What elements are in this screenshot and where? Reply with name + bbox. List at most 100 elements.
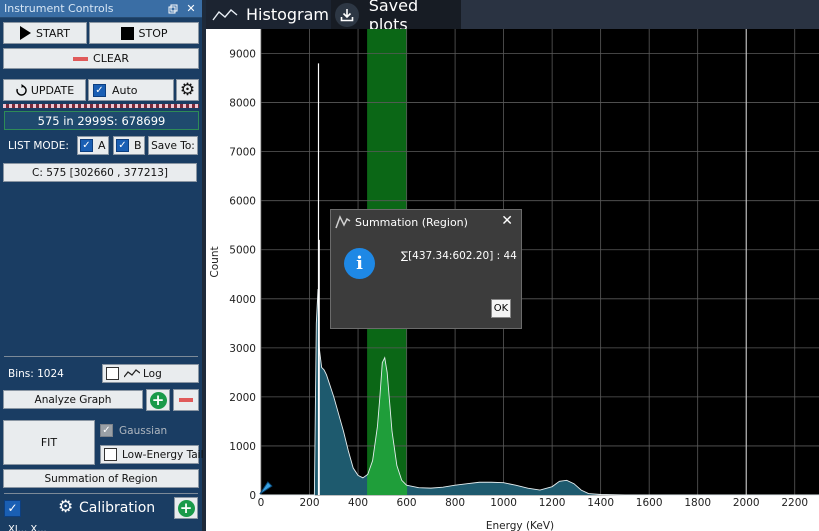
calibration-checkbox[interactable]: ✓ — [4, 500, 21, 517]
y-tick-label: 9000 — [229, 49, 256, 61]
low-energy-check-icon — [104, 448, 117, 461]
analyze-graph-button[interactable]: Analyze Graph — [3, 390, 143, 409]
histogram-line — [261, 288, 819, 496]
divider — [4, 493, 198, 494]
bins-label: Bins: 1024 — [8, 368, 64, 380]
summation-region-button[interactable]: Summation of Region — [3, 469, 199, 488]
list-a-checkbox[interactable]: ✓ A — [77, 136, 109, 155]
stop-button[interactable]: STOP — [89, 22, 199, 44]
y-tick-label: 7000 — [229, 147, 256, 159]
gaussian-check-icon: ✓ — [100, 424, 113, 437]
line-chart-icon — [212, 8, 238, 22]
x-tick-label: 2000 — [733, 497, 760, 509]
panel-title: Instrument Controls — [4, 2, 114, 15]
info-icon: i — [344, 248, 375, 279]
log-chart-icon — [124, 368, 140, 379]
x-tick-label: 1200 — [539, 497, 566, 509]
summation-dialog: Summation (Region) ✕ i ∑[437.34:602.20] … — [330, 209, 522, 329]
y-tick-label: 3000 — [229, 343, 256, 355]
tab-saved-plots-label: Saved plots — [368, 0, 419, 34]
y-tick-label: 0 — [249, 490, 256, 502]
auto-check-icon: ✓ — [93, 83, 106, 97]
clear-button[interactable]: CLEAR — [3, 48, 199, 69]
x-tick-label: 1600 — [636, 497, 663, 509]
gaussian-label: Gaussian — [119, 424, 168, 437]
float-window-icon[interactable] — [166, 2, 180, 16]
y-tick-label: 4000 — [229, 294, 256, 306]
gear-icon: ⚙ — [179, 79, 196, 100]
x-axis-label: Energy (KeV) — [486, 520, 554, 531]
x-tick-label: 2200 — [781, 497, 808, 509]
download-icon — [335, 2, 359, 27]
close-panel-icon[interactable]: ✕ — [186, 2, 196, 15]
remove-region-button[interactable] — [173, 389, 199, 411]
y-axis-label: Count — [209, 246, 221, 277]
y-tick-label: 2000 — [229, 392, 256, 404]
auto-checkbox[interactable]: ✓ Auto — [88, 79, 174, 101]
calibration-label: Calibration — [79, 500, 156, 516]
cut-off-text: Xl... X... — [8, 525, 47, 531]
x-tick-label: 200 — [299, 497, 319, 509]
panel-header: Instrument Controls ✕ — [0, 0, 202, 18]
low-energy-tail-checkbox[interactable]: Low-Energy Tail — [100, 445, 204, 464]
histogram-plot[interactable]: 0 1000 2000 3000 4000 5000 6000 7000 8000 9000 0 2… — [206, 29, 819, 531]
range-display: C: 575 [302660 , 377213] — [3, 163, 197, 182]
x-tick-label: 1800 — [684, 497, 711, 509]
region-area — [367, 357, 408, 495]
settings-button[interactable]: ⚙ — [176, 79, 199, 101]
list-b-label: B — [134, 139, 142, 152]
log-check-icon — [106, 367, 119, 380]
gaussian-checkbox[interactable]: ✓ Gaussian — [100, 424, 167, 437]
save-to-button[interactable]: Save To: — [148, 136, 198, 155]
stop-label: STOP — [138, 26, 168, 40]
start-label: START — [36, 26, 70, 40]
clear-label: CLEAR — [93, 52, 129, 65]
list-a-label: A — [98, 139, 106, 152]
divider — [4, 356, 198, 357]
minus-icon — [73, 56, 89, 61]
tab-bar: Histogram Saved plots — [206, 0, 819, 34]
play-icon — [20, 26, 31, 40]
fit-button[interactable]: FIT — [3, 420, 95, 465]
y-tick-labels: 0 1000 2000 3000 4000 5000 6000 7000 8000 9000 — [229, 49, 256, 502]
stop-icon — [120, 26, 134, 40]
list-mode-label: LIST MODE: — [8, 140, 69, 152]
tab-histogram[interactable]: Histogram — [206, 0, 331, 29]
plus-circle-icon: + — [177, 499, 195, 517]
list-b-check-icon: ✓ — [116, 139, 129, 152]
start-button[interactable]: START — [3, 22, 87, 44]
add-region-button[interactable]: + — [146, 389, 170, 411]
y-tick-label: 1000 — [229, 441, 256, 453]
instrument-controls-panel: Instrument Controls ✕ START STOP CLEAR U… — [0, 0, 204, 531]
dialog-app-icon — [335, 215, 351, 229]
calibration-gear-icon: ⚙ — [58, 497, 74, 517]
x-tick-label: 0 — [258, 497, 265, 509]
ok-button[interactable]: OK — [491, 299, 511, 318]
update-label: UPDATE — [30, 83, 75, 97]
x-tick-label: 1000 — [490, 497, 517, 509]
x-tick-label: 600 — [397, 497, 417, 509]
list-b-checkbox[interactable]: ✓ B — [113, 136, 145, 155]
y-tick-label: 8000 — [229, 98, 256, 110]
status-display: 575 in 2999S: 678699 — [4, 111, 199, 130]
dialog-close-icon[interactable]: ✕ — [501, 213, 513, 229]
low-energy-label: Low-Energy Tail — [122, 448, 204, 461]
spike-lines — [317, 63, 320, 495]
x-tick-label: 1400 — [587, 497, 614, 509]
tab-histogram-label: Histogram — [246, 5, 329, 24]
plus-circle-icon: + — [149, 391, 167, 409]
y-tick-label: 6000 — [229, 196, 256, 208]
calibration-check-icon: ✓ — [4, 500, 21, 517]
dialog-message: ∑[437.34:602.20] : 44 — [401, 250, 517, 262]
list-a-check-icon: ✓ — [80, 139, 93, 152]
minus-icon — [179, 398, 193, 402]
progress-strip — [3, 104, 199, 108]
histogram-area — [261, 288, 819, 495]
cursor-marker-icon[interactable] — [259, 481, 273, 495]
log-checkbox[interactable]: Log — [102, 364, 199, 383]
add-calibration-button[interactable]: + — [174, 497, 198, 519]
x-tick-labels: 0 200 400 600 800 1000 1200 1400 1600 1800 2000 220… — [258, 497, 808, 509]
histogram-chart-svg[interactable]: 0 1000 2000 3000 4000 5000 6000 7000 8000 9000 0 2… — [206, 29, 819, 531]
update-button[interactable]: UPDATE — [3, 79, 86, 101]
tab-saved-plots[interactable]: Saved plots — [331, 0, 461, 34]
